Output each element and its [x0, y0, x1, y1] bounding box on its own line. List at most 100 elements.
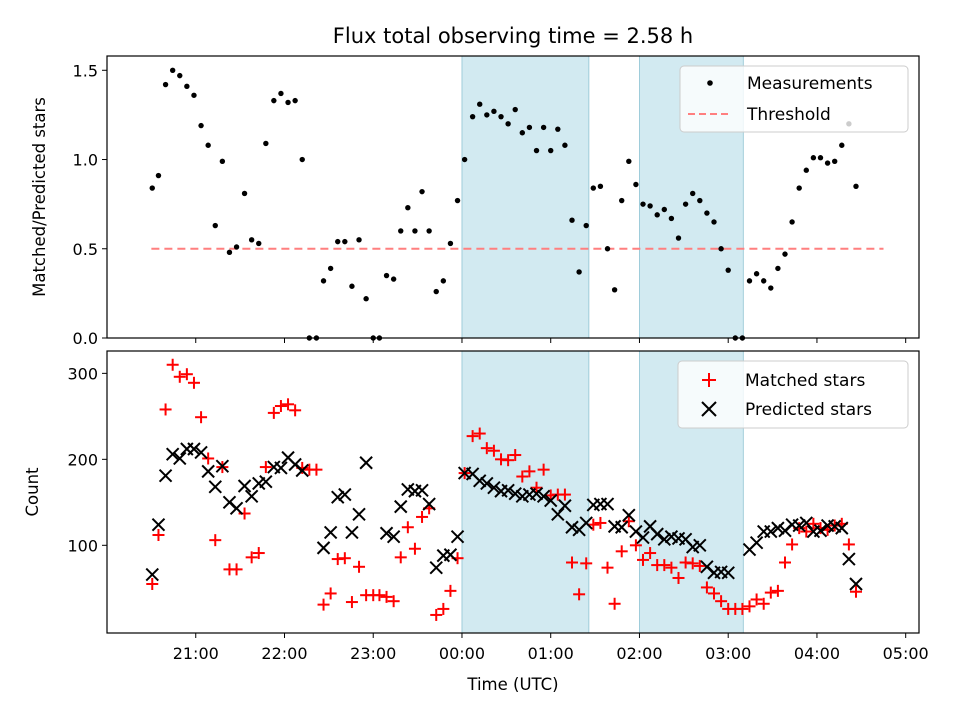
predicted-point	[359, 456, 373, 470]
counts-series	[145, 358, 863, 621]
x-tick-label: 04:00	[794, 644, 840, 663]
predicted-point	[215, 459, 230, 473]
matched-point	[387, 595, 400, 608]
measurement-point	[760, 278, 767, 284]
x-tick-label: 22:00	[261, 644, 307, 663]
measurement-point	[576, 269, 582, 275]
matched-point	[658, 559, 671, 572]
bottom-x-ticks: 21:00 22:00 23:00 00:00 01:00 02:00 03:00 04:00…	[173, 633, 929, 663]
matched-point	[708, 587, 721, 600]
measurement-point	[198, 122, 204, 129]
matched-point	[644, 547, 657, 560]
matched-point	[558, 488, 571, 501]
matched-point	[173, 370, 186, 383]
matched-point	[430, 608, 443, 621]
threshold-legend-label: Threshold	[746, 105, 831, 125]
x-axis-label: Time (UTC)	[466, 675, 558, 694]
x-tick-label: 05:00	[883, 644, 929, 663]
measurement-point	[533, 147, 540, 154]
predicted-point	[600, 497, 615, 511]
top-y-ticks: 0.0 0.5 1.0 1.5	[73, 61, 107, 348]
measurement-point	[292, 97, 298, 104]
matched-point	[437, 602, 450, 615]
top-x-ticks	[195, 338, 907, 343]
predicted-point	[345, 525, 359, 540]
measurement-point	[412, 228, 418, 234]
measurement-point	[555, 126, 561, 132]
measurement-point	[219, 158, 226, 165]
predicted-point	[259, 474, 273, 489]
matched-point	[324, 587, 337, 600]
predicted-point	[835, 521, 849, 535]
measurement-point	[562, 142, 568, 148]
measurement-point	[704, 210, 710, 216]
predicted-legend-label: Predicted stars	[745, 400, 872, 420]
measurement-point	[633, 181, 639, 188]
measurement-point	[604, 246, 611, 252]
x-tick-label: 21:00	[173, 644, 219, 663]
matched-point	[566, 556, 579, 569]
measurement-point	[169, 67, 176, 73]
matched-point	[601, 561, 614, 574]
measurement-point	[768, 285, 774, 291]
predicted-point	[379, 526, 394, 540]
measurement-point	[299, 156, 305, 163]
measurement-point	[191, 92, 197, 98]
bottom-y-ticks: 100 200 300	[67, 364, 107, 555]
matched-point	[252, 547, 265, 560]
measurement-point	[155, 172, 162, 179]
bottom-legend: Matched stars Predicted stars	[677, 360, 909, 429]
measurement-point	[248, 237, 255, 243]
measurement-point	[226, 249, 233, 256]
measurement-point	[775, 265, 781, 272]
matched-point	[629, 539, 642, 552]
matched-point	[672, 571, 685, 584]
measurement-point	[803, 167, 809, 173]
predicted-point	[151, 517, 166, 532]
measurement-point	[205, 142, 211, 148]
predicted-point	[194, 445, 208, 460]
predicted-point	[771, 521, 785, 535]
y-tick-label: 1.0	[73, 151, 98, 170]
bottom-axes-frame	[106, 350, 920, 634]
y-tick-label: 300	[67, 364, 98, 383]
predicted-point	[579, 516, 593, 530]
measurement-point	[433, 288, 439, 295]
matched-legend-label: Matched stars	[745, 371, 865, 391]
shaded-interval-1	[461, 55, 590, 339]
predicted-point	[208, 480, 222, 494]
measurement-point	[454, 197, 461, 204]
measurement-point	[212, 222, 218, 229]
measurement-point	[233, 244, 240, 250]
matched-point	[637, 553, 650, 566]
measurement-point	[405, 205, 411, 211]
measurement-point	[569, 217, 575, 223]
measurement-point	[383, 272, 390, 279]
predicted-point	[386, 530, 401, 544]
predicted-point	[487, 480, 501, 495]
measurement-point	[810, 155, 817, 161]
measurement-point	[654, 212, 660, 218]
measurement-point	[390, 276, 397, 282]
matched-point	[594, 516, 607, 529]
matched-point	[180, 368, 193, 381]
predicted-point	[145, 567, 159, 582]
matched-point	[373, 589, 386, 602]
predicted-point	[473, 474, 487, 488]
matched-point	[230, 563, 243, 576]
predicted-point	[551, 507, 565, 522]
predicted-point	[331, 490, 345, 504]
measurement-point	[626, 158, 632, 165]
measurement-point	[241, 190, 248, 197]
measurement-point	[512, 106, 518, 113]
measurement-point	[831, 158, 838, 165]
matched-point	[487, 444, 500, 457]
predicted-point	[480, 476, 494, 491]
predicted-point	[536, 489, 551, 504]
measurement-point	[548, 147, 554, 154]
predicted-point	[799, 516, 814, 530]
bottom-legend-box	[677, 360, 909, 429]
matched-point	[530, 481, 543, 494]
predicted-point	[842, 552, 856, 566]
ratio-panel: 0.0 0.5 1.0 1.5 Matched/Predicted stars Mea…	[30, 55, 920, 348]
